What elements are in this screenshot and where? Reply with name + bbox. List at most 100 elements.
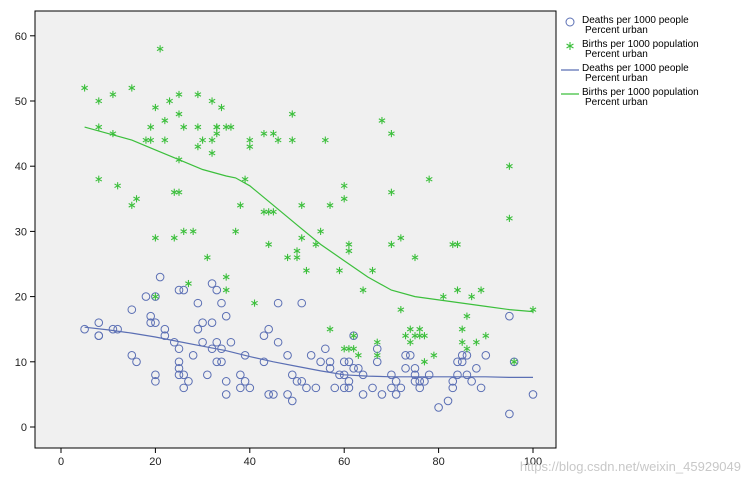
death-point xyxy=(410,377,420,386)
birth-point xyxy=(213,130,221,138)
birth-point xyxy=(326,201,334,209)
birth-point xyxy=(194,123,202,131)
death-point xyxy=(179,370,189,380)
birth-point xyxy=(241,175,249,183)
x-tick-label: 40 xyxy=(244,456,256,468)
legend-circle-icon xyxy=(565,17,575,27)
death-point xyxy=(236,370,245,380)
death-point xyxy=(415,377,425,386)
birth-point xyxy=(156,45,164,53)
birth-point xyxy=(227,123,235,131)
death-point xyxy=(410,364,420,373)
birth-point xyxy=(506,214,513,222)
death-point xyxy=(94,318,104,327)
death-point xyxy=(316,357,325,367)
birth-point xyxy=(454,240,461,249)
death-point xyxy=(127,305,137,314)
birth-point xyxy=(208,149,216,157)
legend-label: Deaths per 1000 people xyxy=(582,15,689,26)
birth-point xyxy=(369,266,376,275)
death-point xyxy=(269,390,278,399)
birth-point xyxy=(152,293,159,301)
death-point xyxy=(160,331,170,341)
x-tick-label: 0 xyxy=(58,456,64,468)
death-point xyxy=(212,285,222,295)
birth-point xyxy=(161,136,169,144)
death-point xyxy=(325,357,335,367)
legend-star-icon xyxy=(566,42,574,50)
birth-point xyxy=(406,338,414,346)
birth-point xyxy=(463,345,471,353)
birth-point xyxy=(397,234,405,242)
birth-point xyxy=(114,182,122,190)
birth-point xyxy=(336,266,343,275)
birth-point xyxy=(388,240,395,249)
y-tick-label: 40 xyxy=(15,161,27,173)
birth-point xyxy=(510,358,518,366)
birth-point xyxy=(284,253,291,262)
death-point xyxy=(151,318,160,327)
birth-point xyxy=(454,286,461,294)
birth-point xyxy=(199,136,206,144)
death-point xyxy=(339,383,349,393)
birth-point xyxy=(236,201,244,209)
x-tick-label: 100 xyxy=(524,456,542,468)
birth-point xyxy=(180,227,188,235)
birth-point xyxy=(288,136,296,144)
birth-point xyxy=(232,227,240,235)
death-point xyxy=(174,364,184,373)
birth-point xyxy=(175,188,183,196)
death-point xyxy=(302,383,311,393)
death-point xyxy=(297,298,307,308)
death-point xyxy=(141,292,151,301)
y-tick-label: 10 xyxy=(15,357,27,369)
legend-sublabel: Percent urban xyxy=(585,73,648,84)
deaths-fit-line xyxy=(84,326,533,378)
birth-point xyxy=(109,90,117,99)
birth-point xyxy=(463,312,471,320)
death-point xyxy=(462,370,472,380)
death-point xyxy=(151,292,160,301)
birth-point xyxy=(458,338,466,346)
death-point xyxy=(391,390,401,399)
birth-point xyxy=(421,358,428,366)
death-point xyxy=(273,298,283,308)
birth-point xyxy=(293,253,301,262)
birth-point xyxy=(189,227,197,235)
birth-point xyxy=(128,84,136,92)
legend-label: Births per 1000 population xyxy=(582,87,699,98)
death-point xyxy=(287,396,297,406)
death-point xyxy=(94,331,104,341)
birth-point xyxy=(152,103,159,112)
death-point xyxy=(217,344,226,354)
birth-point xyxy=(388,130,395,138)
birth-point xyxy=(293,247,301,255)
death-point xyxy=(151,377,160,386)
death-point xyxy=(306,350,316,360)
birth-point xyxy=(425,175,433,183)
birth-point xyxy=(303,266,310,275)
fit-lines xyxy=(84,126,534,378)
birth-point xyxy=(175,110,183,118)
death-point xyxy=(259,331,269,341)
death-point xyxy=(174,285,184,295)
birth-point xyxy=(95,175,103,183)
death-point xyxy=(410,370,420,380)
death-point xyxy=(245,383,255,393)
death-point xyxy=(339,357,349,367)
legend-label: Deaths per 1000 people xyxy=(582,63,689,74)
birth-point xyxy=(317,227,324,235)
death-point xyxy=(207,318,217,327)
birth-point xyxy=(397,306,405,314)
birth-point xyxy=(260,130,268,138)
birth-point xyxy=(321,136,329,144)
birth-point xyxy=(251,299,258,307)
birth-point xyxy=(95,123,103,131)
birth-point xyxy=(133,195,140,203)
death-point xyxy=(236,383,245,393)
birth-point xyxy=(288,110,296,118)
death-point xyxy=(434,403,443,412)
death-point xyxy=(405,350,415,360)
death-point xyxy=(264,324,273,334)
